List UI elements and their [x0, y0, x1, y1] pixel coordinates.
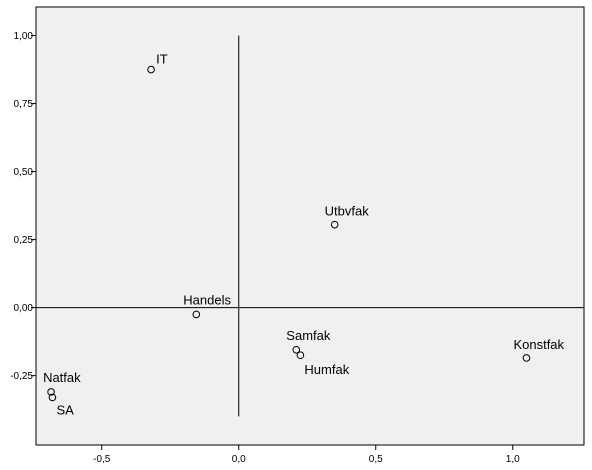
y-tick-label: 0,25: [14, 235, 34, 246]
plot-area: [35, 6, 585, 446]
data-point-label: SA: [56, 402, 74, 417]
data-point: [292, 345, 301, 354]
data-point: [330, 220, 339, 229]
data-point: [296, 351, 305, 360]
x-tick-label: 0,5: [369, 454, 383, 465]
data-point: [192, 310, 201, 319]
data-point: [522, 354, 531, 362]
y-tick-label: -0,25: [10, 371, 33, 382]
data-points: IT Utbvfak Handels Samfak Humfak Konstfak Natf…: [43, 52, 564, 418]
x-axis: -0,5 0,0 0,5 1,0: [93, 445, 520, 465]
x-tick-label: -0,5: [93, 454, 111, 465]
y-tick-label: 1,00: [14, 31, 34, 42]
y-axis: 1,00 0,75 0,50 0,25 0,00 -0,25: [10, 31, 36, 382]
y-tick-label: 0,75: [14, 99, 34, 110]
x-tick-label: 1,0: [506, 454, 520, 465]
y-tick-label: 0,00: [14, 303, 34, 314]
data-point-label: IT: [156, 52, 168, 67]
data-point: [48, 393, 57, 402]
x-tick-label: 0,0: [232, 454, 246, 465]
data-point-label: Humfak: [304, 362, 349, 377]
data-point-label: Handels: [183, 292, 231, 307]
y-tick-label: 0,50: [14, 167, 34, 178]
data-point-label: Natfak: [43, 370, 81, 385]
data-point-label: Samfak: [286, 328, 331, 343]
data-point-label: Utbvfak: [325, 204, 370, 219]
data-point-label: Konstfak: [513, 337, 564, 352]
data-point: [147, 65, 155, 74]
data-point: [47, 388, 55, 396]
reference-lines: [36, 35, 584, 417]
